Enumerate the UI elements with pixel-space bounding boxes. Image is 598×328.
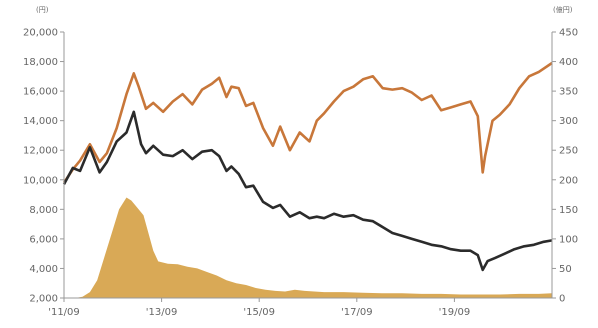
tick-layer: 2,000 4,000 6,000 8,000 10,000 12,000 14,000 16… — [23, 28, 578, 319]
line-series-0 — [62, 61, 553, 184]
line-layer — [62, 61, 553, 272]
y-right-tick-label: 50 — [559, 264, 572, 275]
y-left-tick-label: 4,000 — [29, 264, 58, 275]
y-left-tick-label: 20,000 — [23, 28, 58, 39]
y-right-unit-label: (億円) — [553, 5, 573, 14]
y-left-tick-label: 16,000 — [23, 87, 58, 98]
y-right-tick-label: 0 — [559, 294, 565, 305]
x-tick-label: '19/09 — [439, 307, 471, 318]
y-left-tick-label: 6,000 — [29, 234, 58, 245]
line-series-1 — [62, 110, 553, 272]
x-tick-label: '11/09 — [48, 307, 80, 318]
x-tick-label: '15/09 — [243, 307, 275, 318]
y-left-tick-label: 2,000 — [29, 294, 58, 305]
y-right-tick-label: 150 — [559, 205, 578, 216]
y-left-tick-label: 10,000 — [23, 175, 58, 186]
y-right-tick-label: 450 — [559, 28, 578, 39]
y-left-tick-label: 8,000 — [29, 205, 58, 216]
y-left-tick-label: 14,000 — [23, 116, 58, 127]
y-right-tick-label: 400 — [559, 57, 578, 68]
y-right-tick-label: 350 — [559, 87, 578, 98]
y-left-tick-label: 18,000 — [23, 57, 58, 68]
axis-layer: (円) (億円) — [36, 5, 573, 299]
y-right-tick-label: 100 — [559, 234, 578, 245]
y-right-tick-label: 200 — [559, 175, 578, 186]
area-layer — [64, 197, 552, 298]
x-tick-label: '13/09 — [146, 307, 178, 318]
y-right-tick-label: 250 — [559, 146, 578, 157]
x-tick-label: '17/09 — [341, 307, 373, 318]
y-right-tick-label: 300 — [559, 116, 578, 127]
y-left-tick-label: 12,000 — [23, 146, 58, 157]
area-series-2 — [64, 197, 552, 298]
y-left-unit-label: (円) — [36, 6, 49, 14]
